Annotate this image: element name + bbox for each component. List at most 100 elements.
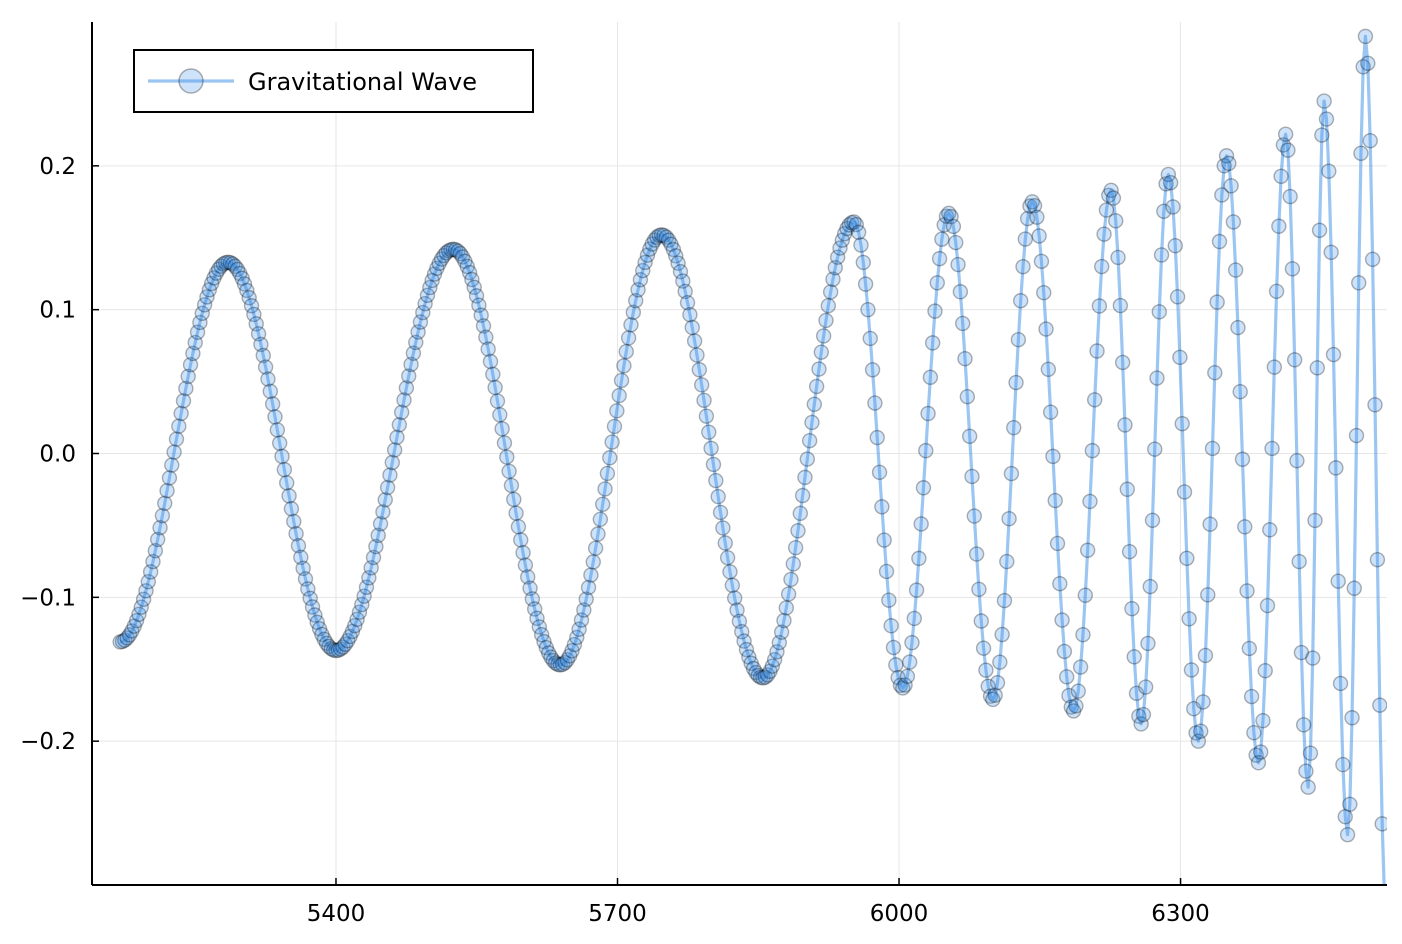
data-point	[1216, 158, 1232, 174]
data-point	[764, 658, 780, 674]
data-point	[159, 482, 175, 499]
data-point	[961, 428, 978, 444]
data-point	[642, 241, 658, 257]
data-point	[1223, 178, 1239, 194]
data-point	[748, 664, 764, 681]
data-point	[1135, 706, 1152, 723]
data-point	[1284, 261, 1301, 277]
data-point	[611, 387, 627, 404]
data-point	[1253, 744, 1269, 760]
y-tick-label: −0.1	[20, 585, 76, 611]
data-point	[1082, 493, 1098, 510]
data-point	[354, 596, 370, 613]
data-point	[587, 540, 604, 556]
data-point	[145, 553, 161, 570]
data-point	[1010, 332, 1027, 348]
data-point	[836, 225, 853, 242]
data-point	[517, 557, 534, 573]
data-point	[140, 573, 157, 590]
data-point	[492, 407, 508, 423]
data-point	[246, 306, 262, 323]
data-point	[890, 669, 906, 686]
data-point	[185, 345, 201, 362]
data-point	[1008, 374, 1024, 391]
data-point	[924, 335, 941, 351]
data-point	[1255, 712, 1271, 729]
data-point	[1348, 427, 1365, 444]
data-point	[1218, 148, 1235, 164]
data-point	[569, 629, 585, 646]
data-point	[606, 418, 623, 435]
data-point	[290, 538, 307, 554]
data-point	[1195, 694, 1211, 710]
data-point	[340, 633, 356, 649]
data-point	[1140, 635, 1156, 652]
data-point	[393, 404, 410, 421]
data-point	[196, 297, 213, 313]
data-point	[229, 261, 246, 278]
data-point	[827, 259, 844, 276]
data-point	[959, 389, 976, 405]
data-point	[316, 631, 332, 648]
data-point	[1110, 249, 1126, 266]
data-point	[358, 579, 375, 595]
data-point	[757, 669, 773, 685]
data-point	[1248, 747, 1264, 763]
data-point	[126, 618, 142, 634]
data-point	[1293, 644, 1310, 661]
data-point	[147, 543, 164, 559]
data-point	[213, 258, 229, 274]
data-point	[1015, 259, 1031, 275]
data-point	[901, 654, 918, 670]
data-point	[182, 357, 199, 373]
data-point	[1094, 258, 1110, 275]
data-point	[351, 604, 368, 620]
data-point	[860, 301, 876, 318]
data-point	[1012, 292, 1029, 309]
data-point	[543, 649, 559, 665]
data-point	[686, 333, 703, 349]
data-point	[426, 266, 443, 282]
data-point	[220, 254, 236, 270]
y-tick-label: 0.1	[39, 298, 76, 324]
data-point	[936, 217, 952, 233]
data-point	[384, 454, 400, 471]
data-point	[839, 220, 855, 237]
data-point	[424, 272, 440, 289]
data-point	[1209, 294, 1225, 310]
data-point	[117, 632, 133, 648]
data-point	[450, 243, 466, 259]
data-point	[1353, 145, 1369, 161]
data-point	[871, 464, 888, 481]
data-point	[864, 362, 881, 378]
data-point	[510, 519, 527, 535]
data-point	[168, 431, 185, 447]
data-point	[762, 663, 778, 679]
data-point	[710, 488, 726, 505]
data-point	[609, 403, 625, 419]
data-point	[1282, 188, 1298, 205]
data-point	[1289, 452, 1305, 469]
data-point	[1126, 649, 1142, 665]
data-point	[637, 254, 653, 271]
data-point	[1045, 448, 1061, 465]
data-point	[1351, 275, 1367, 291]
data-point	[1181, 611, 1197, 627]
data-point	[985, 691, 1001, 708]
data-point	[1124, 600, 1140, 617]
data-point	[736, 633, 752, 649]
data-point	[1243, 688, 1260, 705]
data-point	[576, 602, 592, 618]
data-point	[813, 344, 830, 360]
data-point	[1330, 573, 1346, 589]
data-point	[592, 511, 609, 528]
data-point	[1342, 796, 1358, 812]
data-point	[485, 366, 501, 382]
data-point	[356, 588, 372, 604]
data-point	[1072, 659, 1089, 675]
data-point	[365, 549, 382, 566]
data-point	[857, 276, 874, 292]
data-point	[370, 527, 386, 544]
data-point	[307, 607, 323, 623]
data-point	[841, 217, 858, 233]
